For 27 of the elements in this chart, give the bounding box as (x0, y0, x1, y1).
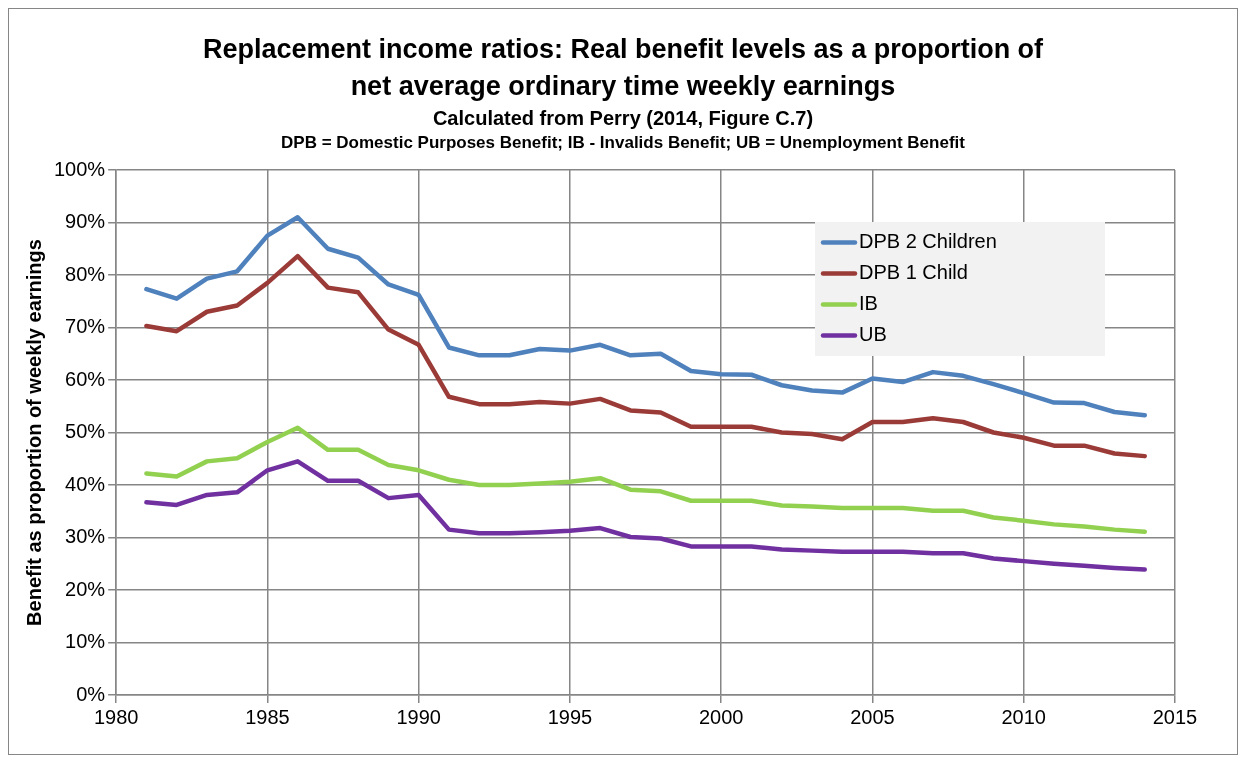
x-tick-label: 2015 (1152, 705, 1198, 728)
y-tick-label: 0% (76, 682, 106, 705)
y-tick-label: 90% (65, 210, 106, 233)
y-axis-title: Benefit as proportion of weekly earnings (22, 239, 45, 626)
x-tick-label: 2000 (698, 705, 744, 728)
legend-label: DPB 2 Children (859, 230, 997, 253)
x-tick-label: 2005 (850, 705, 895, 728)
y-tick-label: 60% (65, 367, 106, 390)
x-tick-label: 2010 (1001, 705, 1046, 728)
y-tick-label: 10% (65, 630, 106, 653)
x-tick-label: 1985 (245, 705, 290, 728)
y-tick-label: 50% (65, 420, 106, 443)
legend-label: UB (859, 323, 887, 346)
x-tick-label: 1995 (547, 705, 593, 728)
legend-label: DPB 1 Child (859, 261, 968, 284)
chart-subtitle: Calculated from Perry (2014, Figure C.7) (431, 106, 815, 131)
y-tick-label: 70% (65, 315, 106, 338)
y-tick-label: 80% (65, 262, 106, 285)
y-tick-label: 40% (65, 472, 106, 495)
text: DPB = Domestic Purposes Benefit; IB - Invalids Benefit; UB = Unemployment Benefit (280, 132, 966, 154)
legend-label: IB (859, 292, 878, 315)
x-tick-label: 1990 (396, 705, 441, 728)
y-tick-label: 100% (54, 157, 106, 180)
y-tick-label: 30% (65, 525, 106, 548)
chart-title: Replacement income ratios: Real benefit levels as a proportion of net average ordinary time weekly earnings (201, 33, 1045, 103)
x-tick-label: 1980 (93, 705, 139, 728)
y-tick-label: 20% (65, 577, 106, 600)
